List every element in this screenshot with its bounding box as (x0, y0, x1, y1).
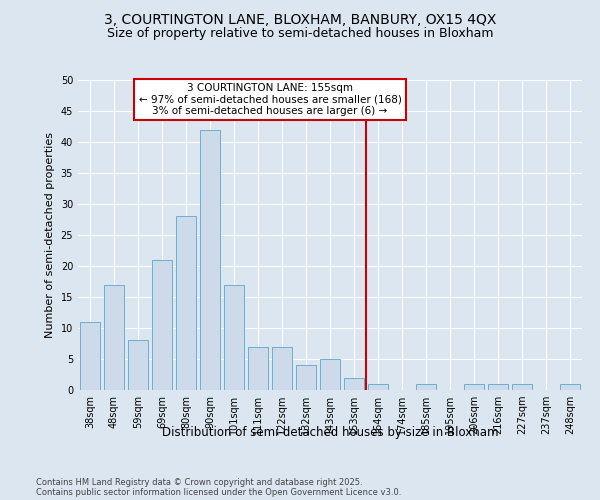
Bar (248, 346, 268, 390)
Bar (224, 284, 244, 390)
Bar (272, 346, 292, 390)
Bar (296, 365, 316, 390)
Bar (416, 384, 436, 390)
Bar (560, 384, 580, 390)
Bar (104, 284, 124, 390)
Text: Contains HM Land Registry data © Crown copyright and database right 2025.
Contai: Contains HM Land Registry data © Crown c… (36, 478, 401, 497)
Text: 3, COURTINGTON LANE, BLOXHAM, BANBURY, OX15 4QX: 3, COURTINGTON LANE, BLOXHAM, BANBURY, O… (104, 12, 496, 26)
Bar (320, 359, 340, 390)
Bar (128, 340, 148, 390)
Bar (512, 384, 532, 390)
Y-axis label: Number of semi-detached properties: Number of semi-detached properties (45, 132, 55, 338)
Text: Distribution of semi-detached houses by size in Bloxham: Distribution of semi-detached houses by … (162, 426, 498, 439)
Text: 3 COURTINGTON LANE: 155sqm
← 97% of semi-detached houses are smaller (168)
3% of: 3 COURTINGTON LANE: 155sqm ← 97% of semi… (139, 83, 401, 116)
Bar (464, 384, 484, 390)
Bar (80, 322, 100, 390)
Bar (368, 384, 388, 390)
Bar (176, 216, 196, 390)
Bar (200, 130, 220, 390)
Bar (152, 260, 172, 390)
Bar (488, 384, 508, 390)
Text: Size of property relative to semi-detached houses in Bloxham: Size of property relative to semi-detach… (107, 28, 493, 40)
Bar (344, 378, 364, 390)
